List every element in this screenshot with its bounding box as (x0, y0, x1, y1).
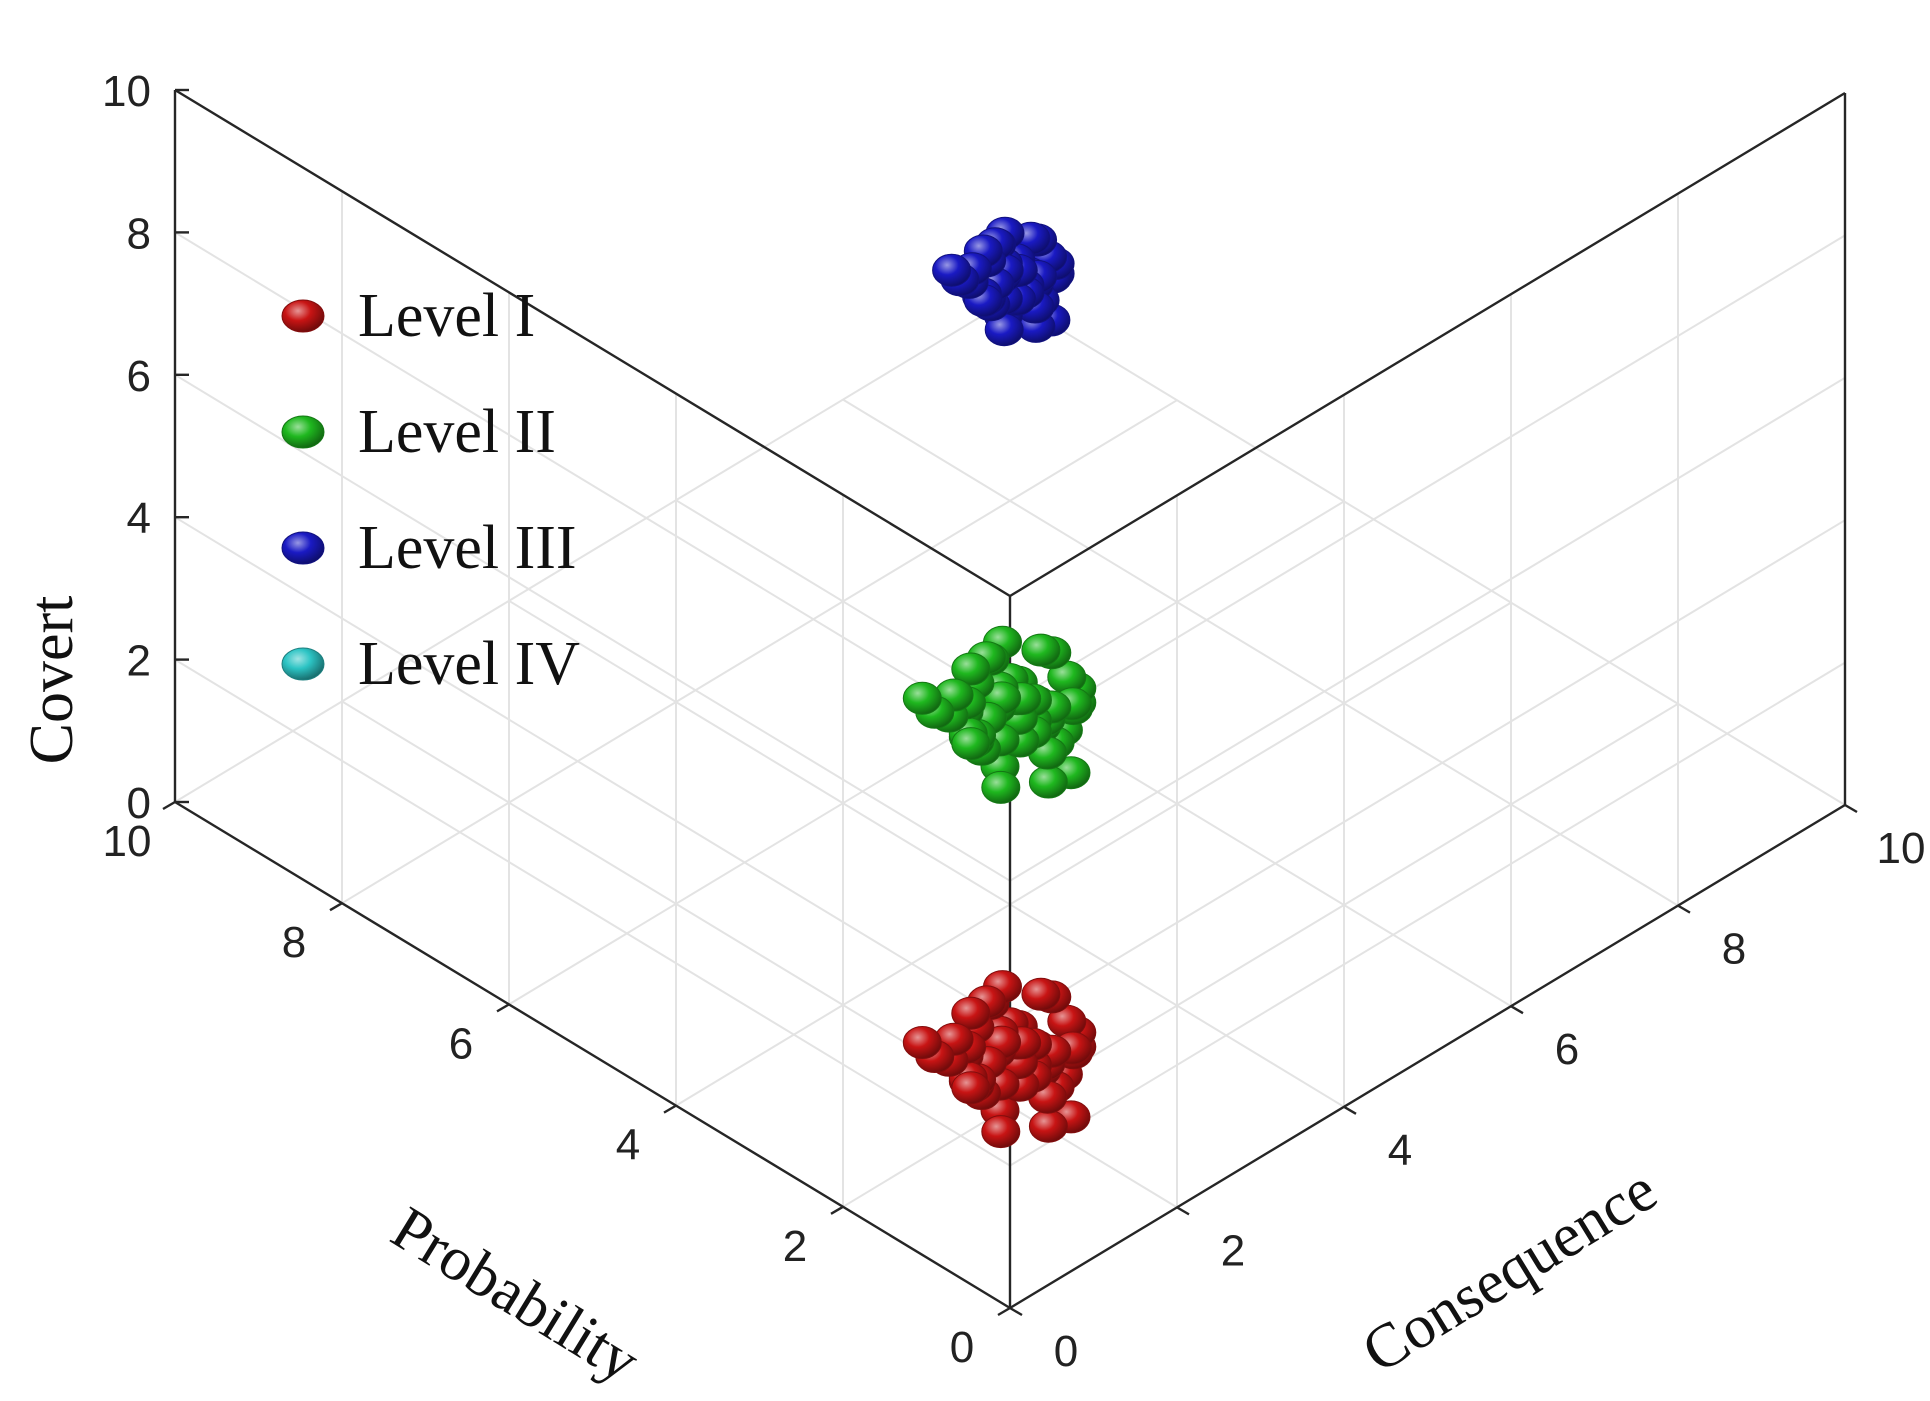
grid-line (675, 601, 1512, 1107)
axis-box-edge (1009, 803, 1846, 1310)
tick-mark (162, 800, 176, 811)
legend-marker (281, 299, 325, 333)
data-point (951, 727, 991, 761)
data-point (981, 1115, 1021, 1149)
legend-label: Level III (358, 514, 577, 582)
tick-mark (1510, 1005, 1524, 1015)
legend-item: Level III (281, 514, 577, 582)
y-axis-title: Consequence (1351, 1156, 1668, 1387)
tick-mark (1677, 904, 1691, 914)
grid-line (174, 658, 1011, 1167)
data-point (902, 1026, 942, 1059)
grid-line (1009, 298, 1846, 806)
legend-label: Level IV (358, 630, 580, 698)
data-point (981, 770, 1021, 804)
data-point (1028, 1109, 1068, 1143)
x-tick-label: 4 (616, 1121, 640, 1170)
grid-line (508, 500, 1345, 1006)
y-tick-label: 2 (1221, 1226, 1245, 1275)
data-point (1021, 977, 1061, 1011)
grid-line (842, 702, 1679, 1208)
legend-item: Level II (281, 398, 556, 466)
y-tick-label: 4 (1388, 1126, 1412, 1175)
points-layer (902, 216, 1097, 1149)
grid-line (174, 298, 1011, 803)
axis-box-edge (174, 800, 1011, 1310)
tick-mark (997, 1306, 1011, 1317)
x-tick-label: 6 (449, 1019, 473, 1068)
data-point (951, 1071, 991, 1105)
grid-line (842, 398, 1679, 907)
tick-mark (830, 1205, 844, 1215)
grid-line (508, 599, 1345, 1108)
legend-item: Level I (281, 282, 535, 350)
data-point (1028, 765, 1068, 799)
legend-label: Level I (358, 282, 535, 350)
grid-line (1009, 234, 1846, 740)
legend: Level I Level II Level III Level IV (281, 282, 580, 698)
tick-mark (1176, 1206, 1190, 1216)
z-tick-label: 0 (127, 779, 151, 828)
z-axis-title: Covert (18, 596, 86, 765)
axis-box-edge (174, 88, 1011, 598)
data-point (951, 652, 991, 686)
tick-mark (329, 902, 343, 912)
data-point (1021, 633, 1061, 667)
y-tick-label: 8 (1722, 925, 1746, 974)
grid-line (675, 499, 1512, 1008)
tick-mark (1009, 1306, 1023, 1317)
tick-mark (496, 1003, 510, 1013)
x-tick-label: 8 (282, 918, 306, 967)
x-tick-label: 2 (783, 1222, 807, 1271)
z-tick-label: 8 (127, 209, 151, 258)
legend-marker (281, 415, 325, 449)
x-tick-label: 0 (950, 1323, 974, 1372)
grid-line (1009, 661, 1846, 1167)
legend-marker (281, 647, 325, 681)
grid-line (1009, 519, 1846, 1025)
legend-label: Level II (358, 398, 556, 466)
axis-box-edge (1009, 91, 1846, 598)
y-tick-label: 10 (1877, 824, 1926, 873)
grid-line (174, 373, 1011, 882)
data-point (951, 996, 991, 1030)
z-tick-label: 6 (127, 352, 151, 401)
x-axis-title: Probability (380, 1194, 650, 1396)
grid-line (341, 399, 1178, 905)
data-point (902, 681, 942, 715)
grid-line (174, 516, 1011, 1025)
y-tick-label: 0 (1054, 1327, 1078, 1376)
grid-line (1009, 376, 1846, 882)
legend-item: Level IV (281, 630, 580, 698)
tick-mark (663, 1104, 677, 1114)
data-point (932, 253, 972, 287)
z-tick-label: 10 (102, 67, 151, 116)
z-tick-label: 2 (127, 637, 151, 686)
tick-mark (1844, 803, 1858, 814)
tick-mark (1343, 1105, 1357, 1115)
x-tick-label: 10 (103, 817, 152, 866)
y-tick-label: 6 (1555, 1025, 1579, 1074)
legend-marker (281, 531, 325, 565)
z-tick-label: 4 (127, 494, 151, 543)
